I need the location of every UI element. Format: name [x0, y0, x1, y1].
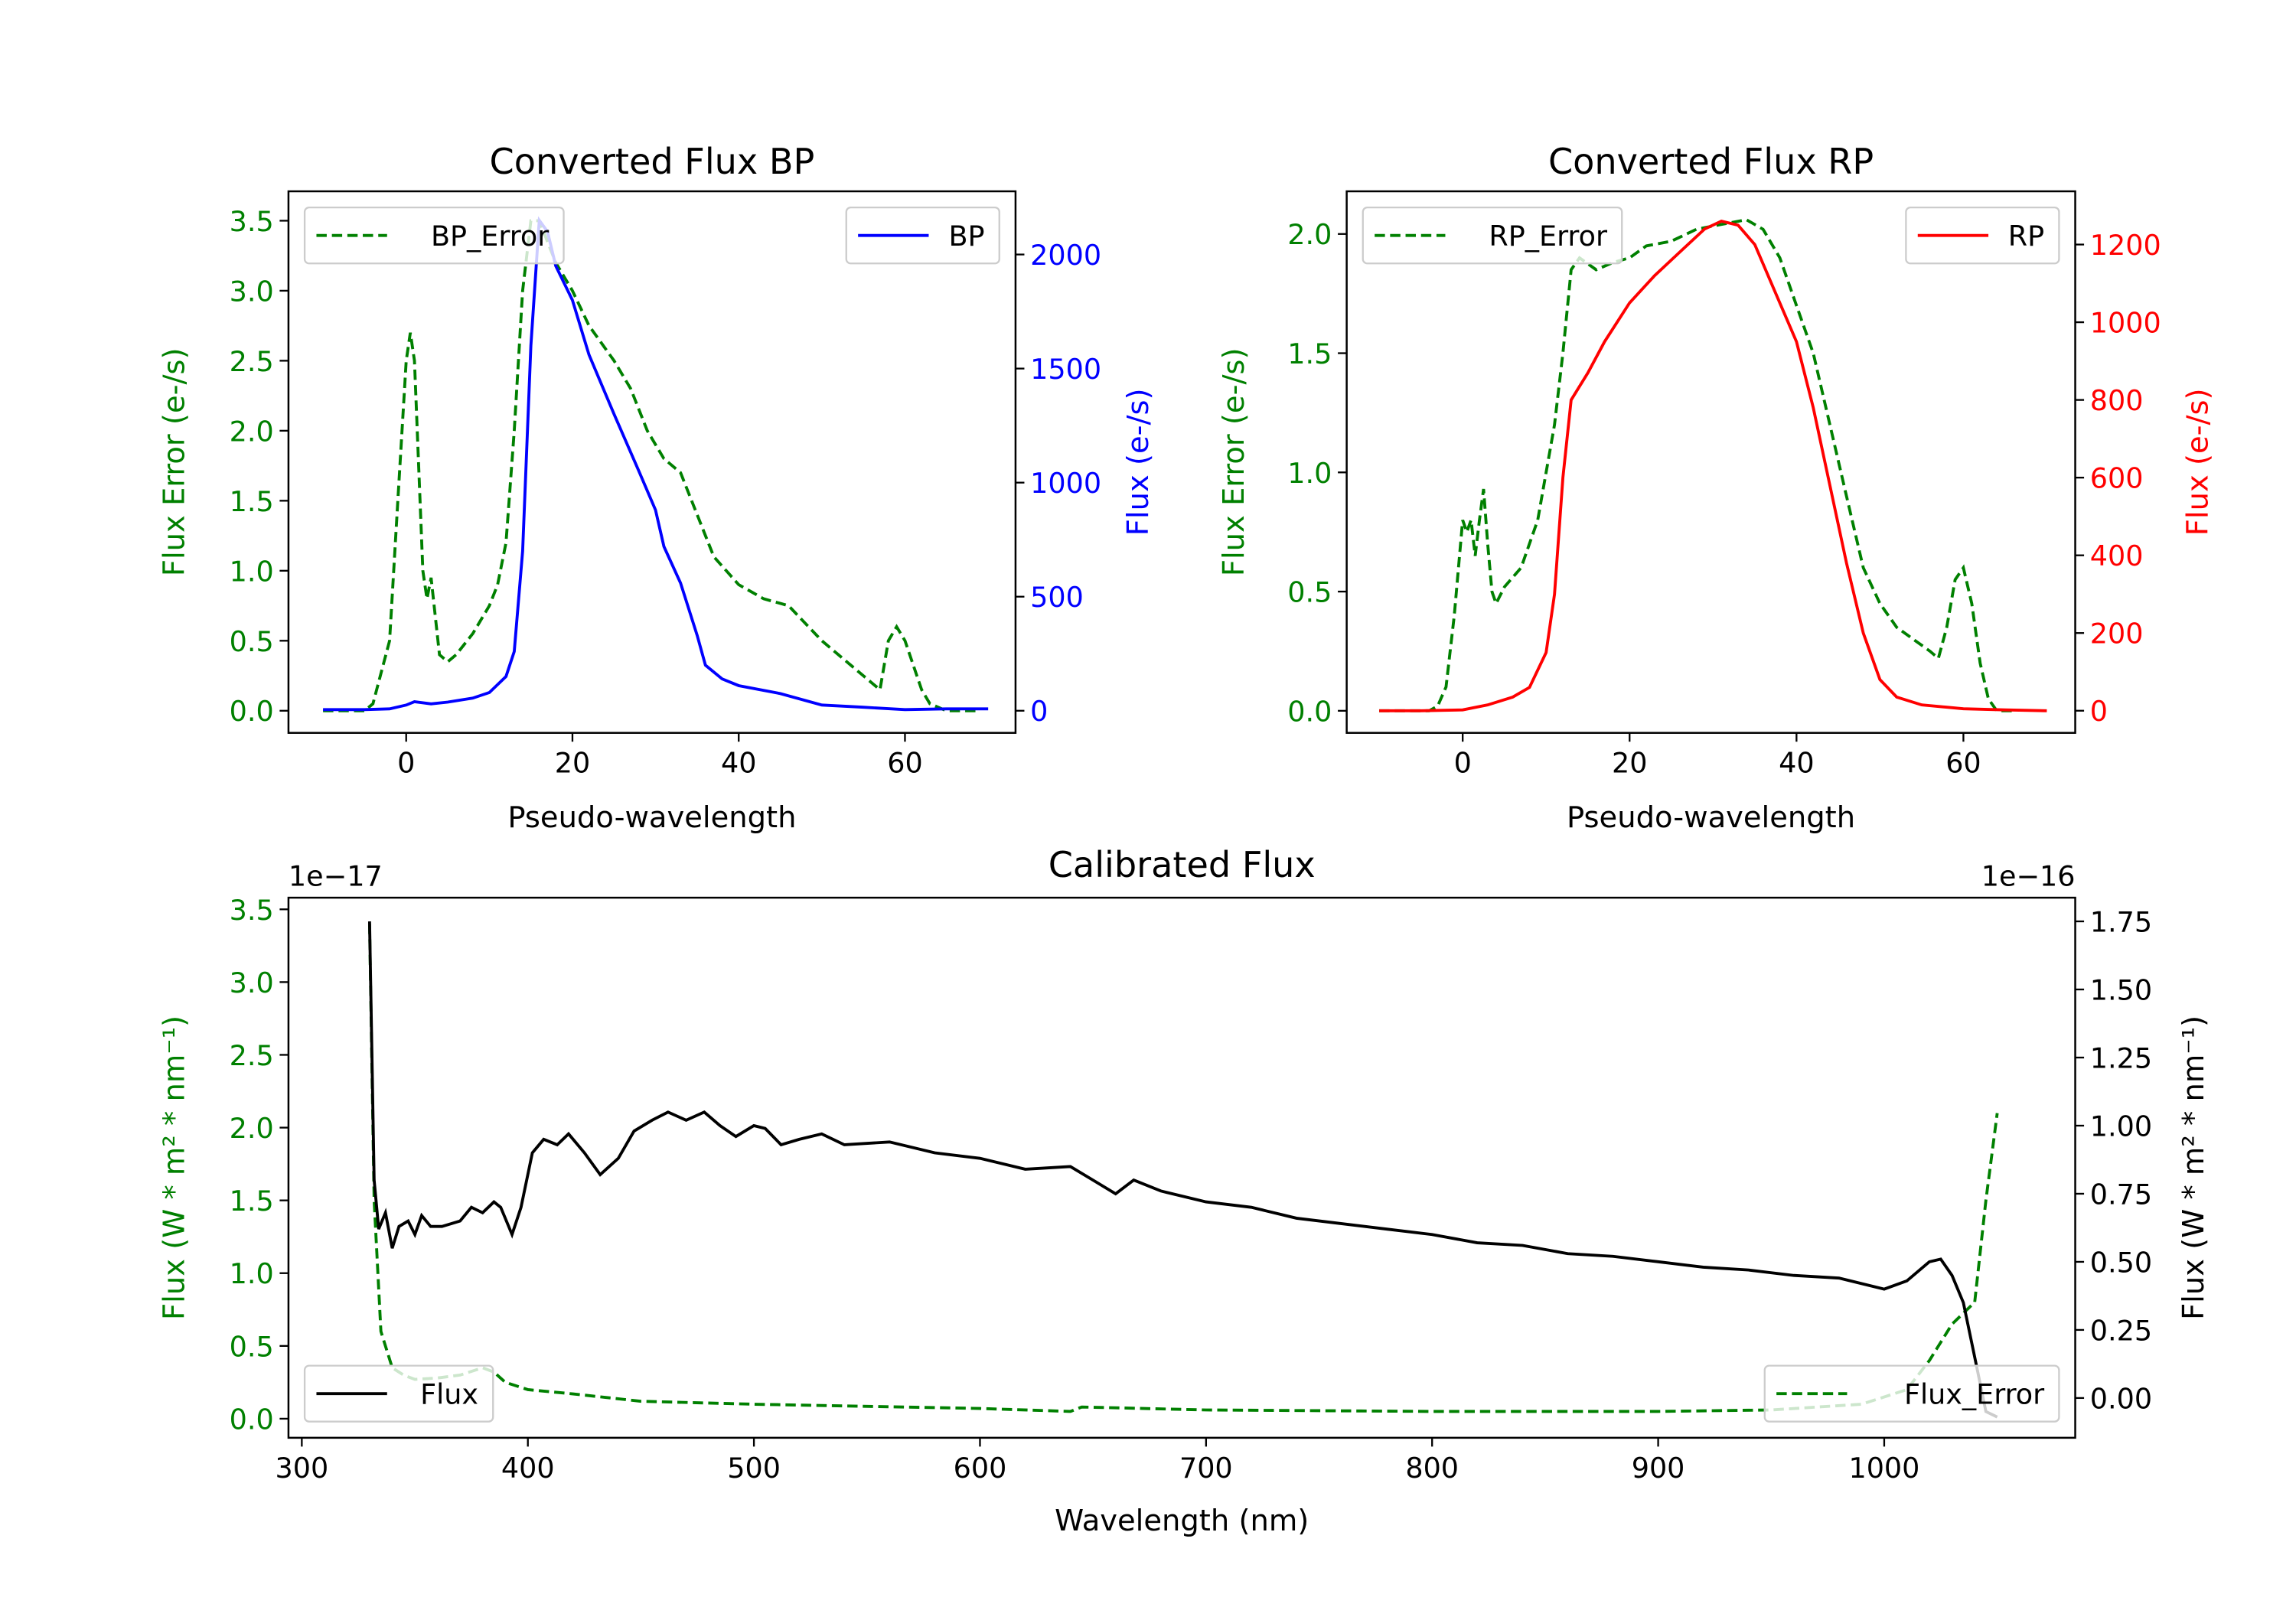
- rp-xtick-label: 40: [1779, 747, 1814, 780]
- rp-ytick-left-label: 1.5: [1287, 337, 1332, 370]
- cal-ytick-left-label: 3.5: [230, 894, 274, 927]
- rp-ytick-right-label: 0: [2090, 695, 2108, 728]
- rp-ytick-right-label: 1200: [2090, 229, 2161, 262]
- cal-ytick-right-label: 0.75: [2090, 1178, 2152, 1211]
- rp-xtick-label: 0: [1454, 747, 1472, 780]
- bp-ylabel-right: Flux (e-/s): [1121, 389, 1156, 536]
- rp-ylabel-right: Flux (e-/s): [2181, 389, 2216, 536]
- bp-ytick-right-label: 1500: [1030, 353, 1101, 386]
- rp-legend-rp-error: RP_Error: [1362, 207, 1623, 265]
- cal-legend-flux-error: Flux_Error: [1763, 1364, 2060, 1423]
- cal-axes-frame: [287, 896, 2076, 1439]
- legend-label: Flux: [420, 1378, 478, 1411]
- legend-label: Flux_Error: [1904, 1378, 2045, 1411]
- bp-ytick-right-label: 2000: [1030, 239, 1101, 272]
- cal-offset-right: 1e−16: [1981, 860, 2076, 893]
- cal-title: Calibrated Flux: [1049, 844, 1316, 885]
- rp-ytick-right-label: 400: [2090, 539, 2144, 572]
- rp-subplot: Converted Flux RP 0 20 40 60 0.0 0.5 1.0 1.5 2.0 0…: [1217, 141, 2216, 835]
- bp-series-bp-line: [323, 216, 989, 712]
- bp-ylabel-left: Flux Error (e-/s): [157, 348, 191, 577]
- bp-ytick-left-label: 2.5: [230, 345, 274, 378]
- cal-xtick-label: 1000: [1848, 1452, 1919, 1485]
- bp-ytick-left-label: 2.0: [230, 415, 274, 448]
- rp-ytick-left-label: 2.0: [1287, 218, 1332, 251]
- cal-xtick-label: 800: [1405, 1452, 1459, 1485]
- bp-ytick-right-label: 500: [1030, 581, 1084, 614]
- cal-ytick-left-label: 0.0: [230, 1403, 274, 1436]
- cal-xlabel: Wavelength (nm): [1055, 1504, 1309, 1538]
- rp-ytick-left-label: 0.5: [1287, 576, 1332, 609]
- cal-ytick-right-label: 1.00: [2090, 1110, 2152, 1143]
- cal-xtick-label: 400: [501, 1452, 555, 1485]
- legend-box: [1763, 1364, 2060, 1423]
- legend-label: BP: [948, 220, 984, 253]
- legend-box: [303, 207, 565, 265]
- cal-ytick-right-label: 1.25: [2090, 1041, 2152, 1074]
- rp-xtick-label: 60: [1945, 747, 1981, 780]
- cal-subplot: Calibrated Flux 300 400 500 600 700 800 900 1000…: [157, 844, 2210, 1538]
- bp-axes-frame: [287, 190, 1017, 734]
- cal-ylabel-right: Flux (W * m² * nm⁻¹): [2177, 1015, 2211, 1320]
- cal-ytick-left-label: 2.0: [230, 1112, 274, 1145]
- bp-ytick-left-label: 0.0: [230, 695, 274, 728]
- cal-ytick-left-label: 2.5: [230, 1039, 274, 1072]
- cal-xtick-label: 700: [1179, 1452, 1233, 1485]
- bp-xtick-label: 40: [721, 747, 756, 780]
- cal-ytick-left-label: 3.0: [230, 966, 274, 999]
- rp-title: Converted Flux RP: [1548, 141, 1874, 182]
- cal-xtick-label: 500: [727, 1452, 781, 1485]
- bp-ytick-left-label: 1.5: [230, 485, 274, 518]
- cal-ytick-right-label: 0.50: [2090, 1246, 2152, 1279]
- bp-ytick-right-label: 0: [1030, 695, 1048, 728]
- bp-subplot: Converted Flux BP 0 20 40 60 0.0 0.5 1.0 1.5 2.0 2…: [157, 141, 1156, 835]
- cal-xtick-label: 900: [1632, 1452, 1685, 1485]
- cal-ylabel-left: Flux (W * m² * nm⁻¹): [157, 1015, 191, 1320]
- rp-ylabel-left: Flux Error (e-/s): [1217, 348, 1251, 577]
- bp-legend-bp-error: BP_Error: [303, 207, 565, 265]
- cal-legend-flux: Flux: [303, 1364, 494, 1423]
- legend-label: RP_Error: [1489, 220, 1608, 253]
- rp-ytick-right-label: 200: [2090, 618, 2144, 650]
- legend-box: [303, 1364, 494, 1423]
- cal-ytick-left-label: 0.5: [230, 1330, 274, 1363]
- rp-ytick-left-label: 1.0: [1287, 457, 1332, 490]
- rp-xlabel: Pseudo-wavelength: [1567, 800, 1855, 835]
- cal-ytick-left-label: 1.0: [230, 1257, 274, 1290]
- cal-ytick-left-label: 1.5: [230, 1185, 274, 1217]
- cal-xtick-label: 300: [275, 1452, 328, 1485]
- cal-ytick-right-label: 1.75: [2090, 906, 2152, 939]
- cal-series-flux-line: [367, 921, 1998, 1419]
- cal-ytick-right-label: 1.50: [2090, 973, 2152, 1006]
- rp-xtick-label: 20: [1612, 747, 1647, 780]
- bp-ytick-right-label: 1000: [1030, 467, 1101, 500]
- bp-xtick-label: 60: [887, 747, 922, 780]
- bp-legend-bp: BP: [845, 207, 1000, 265]
- rp-ytick-right-label: 600: [2090, 462, 2144, 495]
- cal-xtick-label: 600: [954, 1452, 1007, 1485]
- bp-ytick-left-label: 3.5: [230, 205, 274, 238]
- bp-xtick-label: 20: [555, 747, 590, 780]
- bp-ytick-left-label: 3.0: [230, 275, 274, 308]
- rp-axes-frame: [1345, 190, 2076, 734]
- bp-title: Converted Flux BP: [490, 141, 815, 182]
- cal-ytick-right-label: 0.00: [2090, 1382, 2152, 1415]
- rp-legend-rp: RP: [1905, 207, 2060, 265]
- rp-ytick-left-label: 0.0: [1287, 695, 1332, 728]
- rp-series-rp-error-line: [1379, 218, 2014, 712]
- legend-label: BP_Error: [431, 220, 550, 253]
- rp-ytick-right-label: 1000: [2090, 307, 2161, 340]
- bp-xlabel: Pseudo-wavelength: [507, 800, 796, 835]
- bp-ytick-left-label: 1.0: [230, 555, 274, 588]
- bp-xtick-label: 0: [397, 747, 415, 780]
- bp-ytick-left-label: 0.5: [230, 625, 274, 658]
- rp-ytick-right-label: 800: [2090, 384, 2144, 417]
- legend-box: [1362, 207, 1623, 265]
- cal-offset-left: 1e−17: [289, 860, 383, 893]
- legend-label: RP: [2008, 220, 2044, 253]
- cal-ytick-right-label: 0.25: [2090, 1314, 2152, 1347]
- rp-series-rp-line: [1379, 220, 2047, 712]
